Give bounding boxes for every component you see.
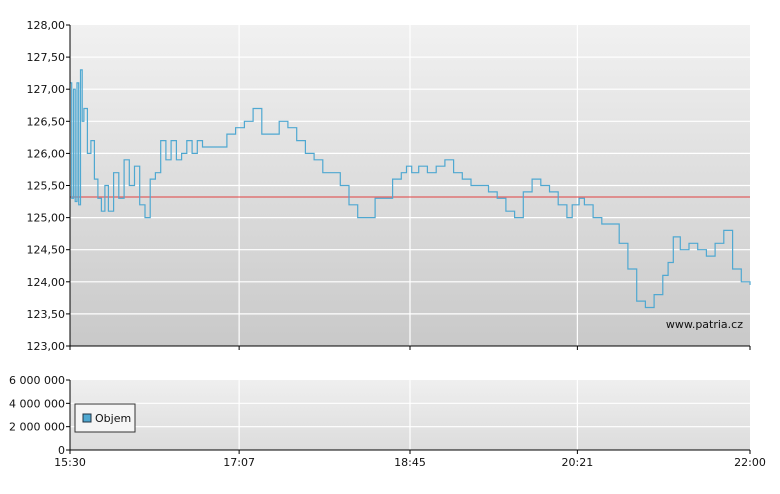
price-y-tick-label: 127,50 [27, 51, 66, 64]
watermark-text: www.patria.cz [666, 318, 743, 331]
x-tick-label: 18:45 [394, 456, 426, 469]
x-tick-label: 17:07 [223, 456, 255, 469]
volume-legend: Objem [75, 404, 135, 432]
legend-label-objem: Objem [95, 412, 131, 425]
price-y-tick-label: 126,50 [27, 115, 66, 128]
legend-swatch-objem [83, 414, 91, 422]
price-y-tick-label: 128,00 [27, 19, 66, 32]
price-y-tick-label: 123,50 [27, 308, 66, 321]
x-tick-label: 15:30 [54, 456, 86, 469]
price-y-tick-label: 124,50 [27, 244, 66, 257]
price-y-tick-label: 124,00 [27, 276, 66, 289]
x-tick-label: 22:00 [734, 456, 766, 469]
price-y-tick-label: 127,00 [27, 83, 66, 96]
volume-y-tick-label: 6 000 000 [9, 374, 65, 387]
price-y-tick-label: 123,00 [27, 340, 66, 353]
price-y-tick-label: 125,50 [27, 180, 66, 193]
price-y-tick-label: 125,00 [27, 212, 66, 225]
volume-y-tick-label: 4 000 000 [9, 397, 65, 410]
x-tick-label: 20:21 [562, 456, 594, 469]
price-y-axis: 128,00 127,50 127,00 126,50 126,00 125,50 125,… [27, 19, 71, 353]
price-y-tick-label: 126,00 [27, 147, 66, 160]
volume-y-tick-label: 2 000 000 [9, 421, 65, 434]
